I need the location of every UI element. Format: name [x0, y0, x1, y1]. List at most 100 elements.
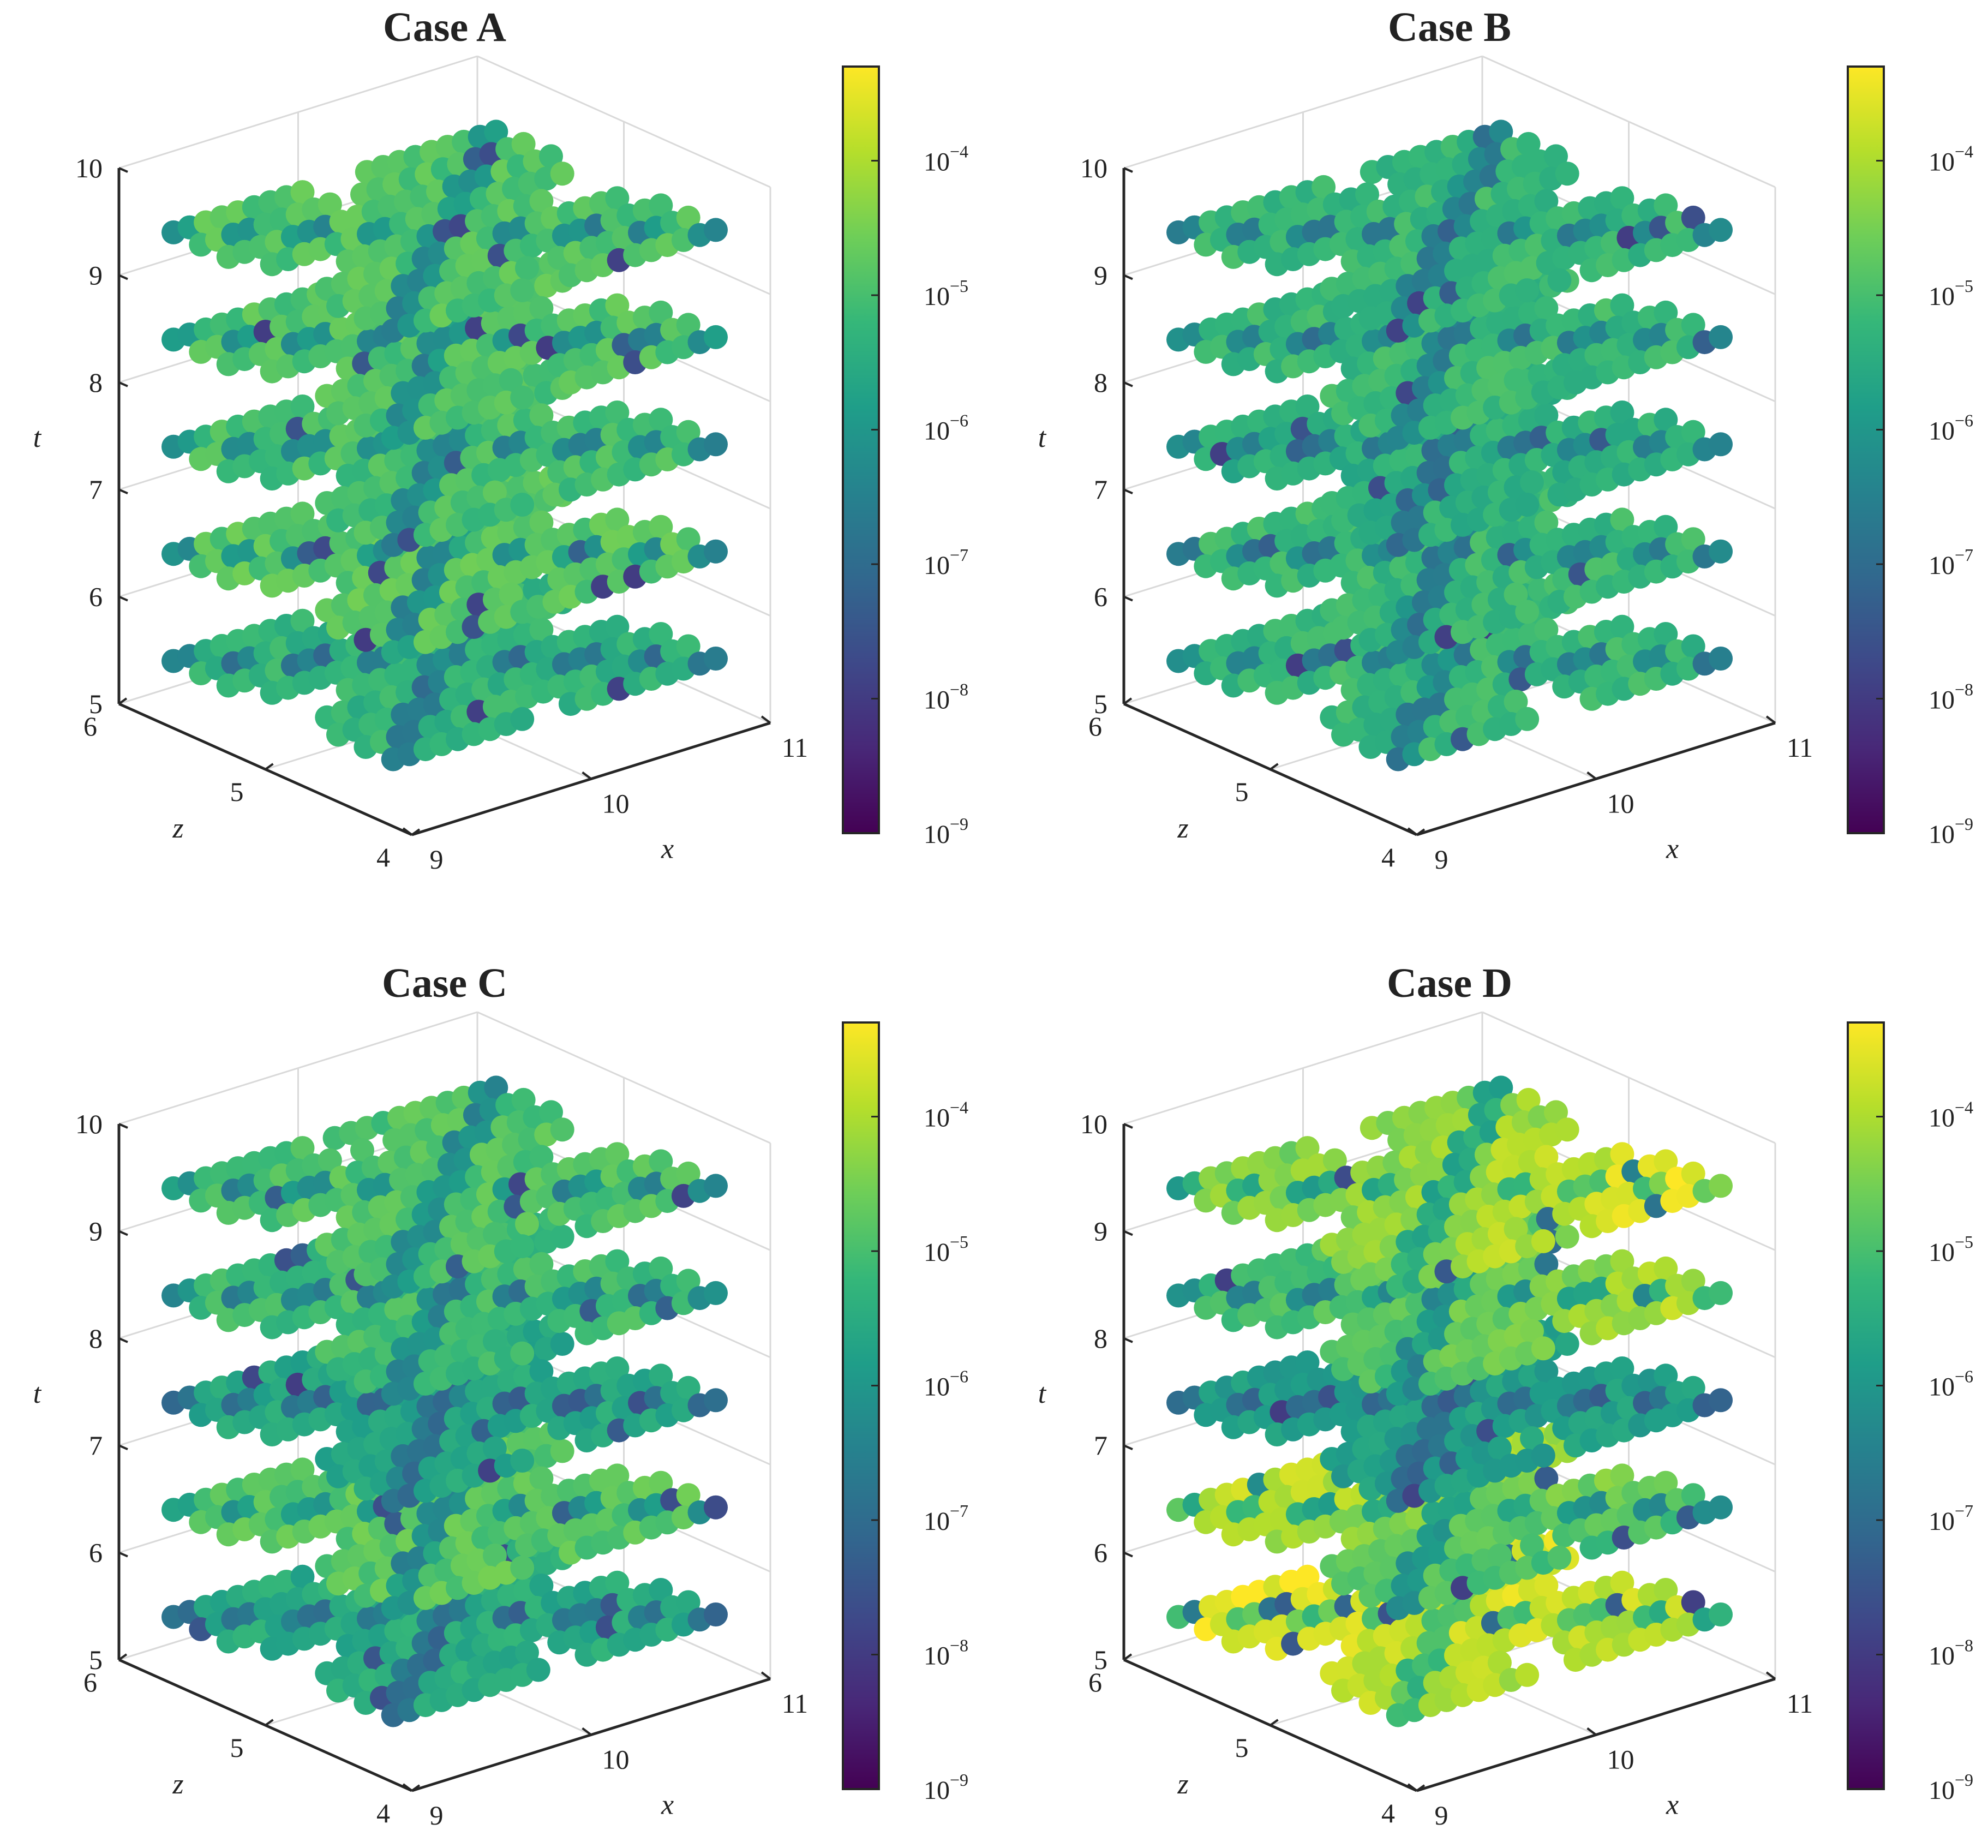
scatter-point [510, 707, 535, 731]
scatter-point [1555, 1117, 1579, 1142]
x-tick-label: 9 [430, 844, 444, 875]
colorbar-tick-label: 10 [924, 1238, 950, 1267]
t-tick-label: 8 [89, 1323, 103, 1354]
t-tick-label: 7 [1094, 474, 1107, 505]
colorbar-tick-label: 10 [924, 1642, 950, 1671]
z-tick [1270, 1719, 1279, 1726]
x-tick-label: 10 [1607, 788, 1634, 819]
z-tick [1270, 763, 1279, 770]
t-tick [1123, 488, 1133, 495]
colorbar-tick-exponent: −8 [1955, 1636, 1973, 1655]
scatter-point [290, 501, 315, 526]
t-tick [1123, 1230, 1133, 1236]
colorbar-tick-exponent: −9 [1955, 1770, 1973, 1790]
scatter-point [550, 1439, 574, 1463]
chart-title: Case D [1387, 960, 1512, 1006]
time-slice [1166, 1075, 1733, 1299]
z-tick [118, 697, 128, 705]
colorbar-tick-label: 10 [924, 686, 950, 715]
t-tick-label: 9 [89, 1216, 103, 1246]
scatter-point [1534, 1252, 1559, 1276]
time-slice [161, 1075, 728, 1299]
scatter-point [1610, 293, 1634, 318]
z-tick-label: 6 [83, 711, 97, 741]
scatter-point [676, 1375, 700, 1400]
scatter-point [1515, 1662, 1540, 1687]
colorbar-tick-label: 10 [924, 1373, 950, 1402]
scatter-point [1515, 707, 1540, 731]
x-tick [1586, 771, 1597, 780]
z-tick [411, 1784, 421, 1792]
t-tick [118, 1337, 128, 1343]
t-tick-label: 10 [75, 153, 103, 183]
chart-title: Case B [1388, 4, 1511, 50]
scatter-point [704, 325, 728, 349]
scatter-point [482, 1222, 507, 1246]
t-tick-label: 7 [1094, 1430, 1107, 1461]
colorbar-tick-exponent: −6 [950, 1367, 968, 1386]
scatter-point [1295, 1564, 1320, 1589]
colorbar-tick-exponent: −6 [1955, 411, 1973, 430]
t-tick [1123, 595, 1133, 602]
scatter-point [499, 582, 523, 607]
t-tick [1123, 1551, 1133, 1558]
scatter-point [1295, 1136, 1320, 1161]
scatter-point [1547, 1545, 1572, 1570]
x-axis-label: x [661, 834, 674, 865]
scatter-point [529, 1359, 554, 1384]
colorbar-tick-exponent: −5 [950, 276, 968, 296]
scatter-point [1534, 296, 1559, 320]
t-tick-label: 9 [89, 260, 103, 290]
scatter-point [510, 493, 535, 517]
chart-title: Case A [383, 4, 506, 50]
scatter-point [649, 515, 673, 539]
scatter-point [1681, 1375, 1705, 1400]
z-tick-label: 5 [230, 776, 244, 807]
scatter-point [1520, 1426, 1544, 1450]
z-tick-label: 6 [83, 1667, 97, 1697]
scatter-point [676, 1269, 700, 1293]
colorbar-tick-label: 10 [924, 551, 950, 580]
scatter-point [649, 1470, 673, 1495]
scatter-point [1487, 1436, 1512, 1461]
scatter-point [529, 1252, 554, 1276]
scatter-point [605, 614, 630, 639]
x-tick [761, 1671, 771, 1680]
x-tick-label: 10 [602, 1744, 630, 1775]
time-slice [161, 1290, 728, 1513]
scatter-point [1681, 634, 1705, 659]
scatter-point [529, 1145, 554, 1169]
scatter-point [1654, 1363, 1678, 1388]
scatter-point [515, 256, 539, 280]
colorbar-tick-label: 10 [1929, 686, 1955, 715]
scatter-point [1709, 1602, 1733, 1626]
scatter-point [676, 420, 700, 444]
scatter-point [529, 189, 554, 213]
scatter-point [1489, 119, 1513, 144]
t-tick-label: 5 [1094, 1644, 1107, 1675]
t-tick [118, 703, 128, 709]
scatter-point [1531, 1443, 1555, 1468]
t-tick-label: 7 [89, 474, 103, 505]
scatter-point [539, 144, 563, 169]
scatter-point [1544, 1100, 1568, 1125]
x-tick [1407, 1783, 1418, 1792]
colorbar-tick-exponent: −4 [1955, 1098, 1973, 1117]
scatter-point [1534, 1574, 1559, 1598]
colorbar-bar [1847, 65, 1885, 834]
scatter-point [550, 162, 574, 186]
colorbar-tick-label: 10 [1929, 148, 1955, 177]
scatter-point [290, 180, 315, 205]
colorbar-tick-exponent: −4 [950, 142, 968, 162]
scatter-point [1504, 1217, 1528, 1241]
colorbar: 10−910−810−710−610−510−4 [842, 65, 968, 849]
scatter-point [1709, 432, 1733, 457]
colorbar-tick-exponent: −9 [950, 814, 968, 834]
colorbar-tick-exponent: −5 [1955, 1232, 1973, 1252]
chart-title: Case C [382, 960, 507, 1006]
scatter-point [1515, 600, 1540, 624]
scatter-point [605, 293, 630, 318]
colorbar-tick-label: 10 [1929, 417, 1955, 446]
colorbar: 10−910−810−710−610−510−4 [1847, 65, 1973, 849]
